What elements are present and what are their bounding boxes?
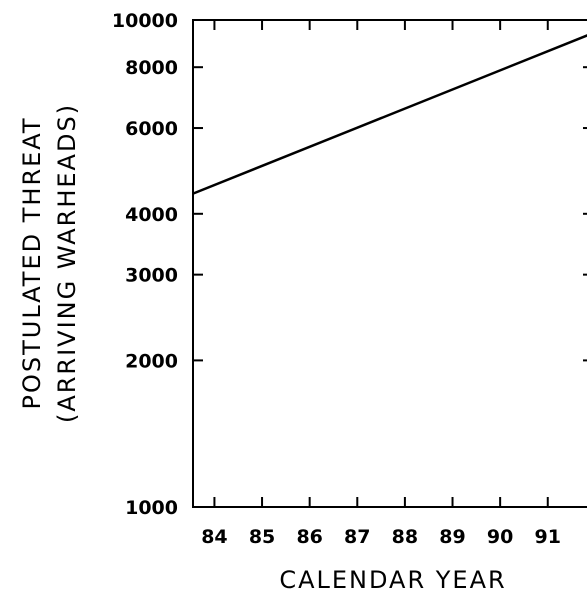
plot-frame (192, 19, 587, 508)
y-ticks: 1000 2000 3000 4000 6000 8000 10000 (112, 10, 587, 519)
threat-series-line (192, 34, 587, 195)
series-group (192, 34, 587, 195)
y-tick-label: 4000 (125, 204, 178, 226)
x-tick-label: 89 (439, 526, 465, 548)
y-tick-label: 2000 (125, 350, 178, 372)
x-tick-label: 88 (392, 526, 418, 548)
y-tick-label: 1000 (125, 497, 178, 519)
x-tick-label: 84 (201, 526, 227, 548)
y-axis-title-line-1: POSTULATED THREAT (18, 117, 46, 410)
x-tick-label: 91 (535, 526, 561, 548)
x-tick-label: 87 (344, 526, 370, 548)
x-tick-label: 85 (249, 526, 275, 548)
x-ticks: 84 85 86 87 88 89 90 91 (201, 20, 561, 548)
x-tick-label: 90 (487, 526, 513, 548)
y-tick-label: 10000 (112, 10, 178, 32)
y-tick-label: 8000 (125, 57, 178, 79)
y-tick-label: 3000 (125, 265, 178, 287)
x-axis-title: CALENDAR YEAR (279, 566, 506, 594)
x-tick-label: 86 (296, 526, 322, 548)
y-axis-title-line-2: (ARRIVING WARHEADS) (53, 103, 81, 423)
y-tick-label: 6000 (125, 118, 178, 140)
